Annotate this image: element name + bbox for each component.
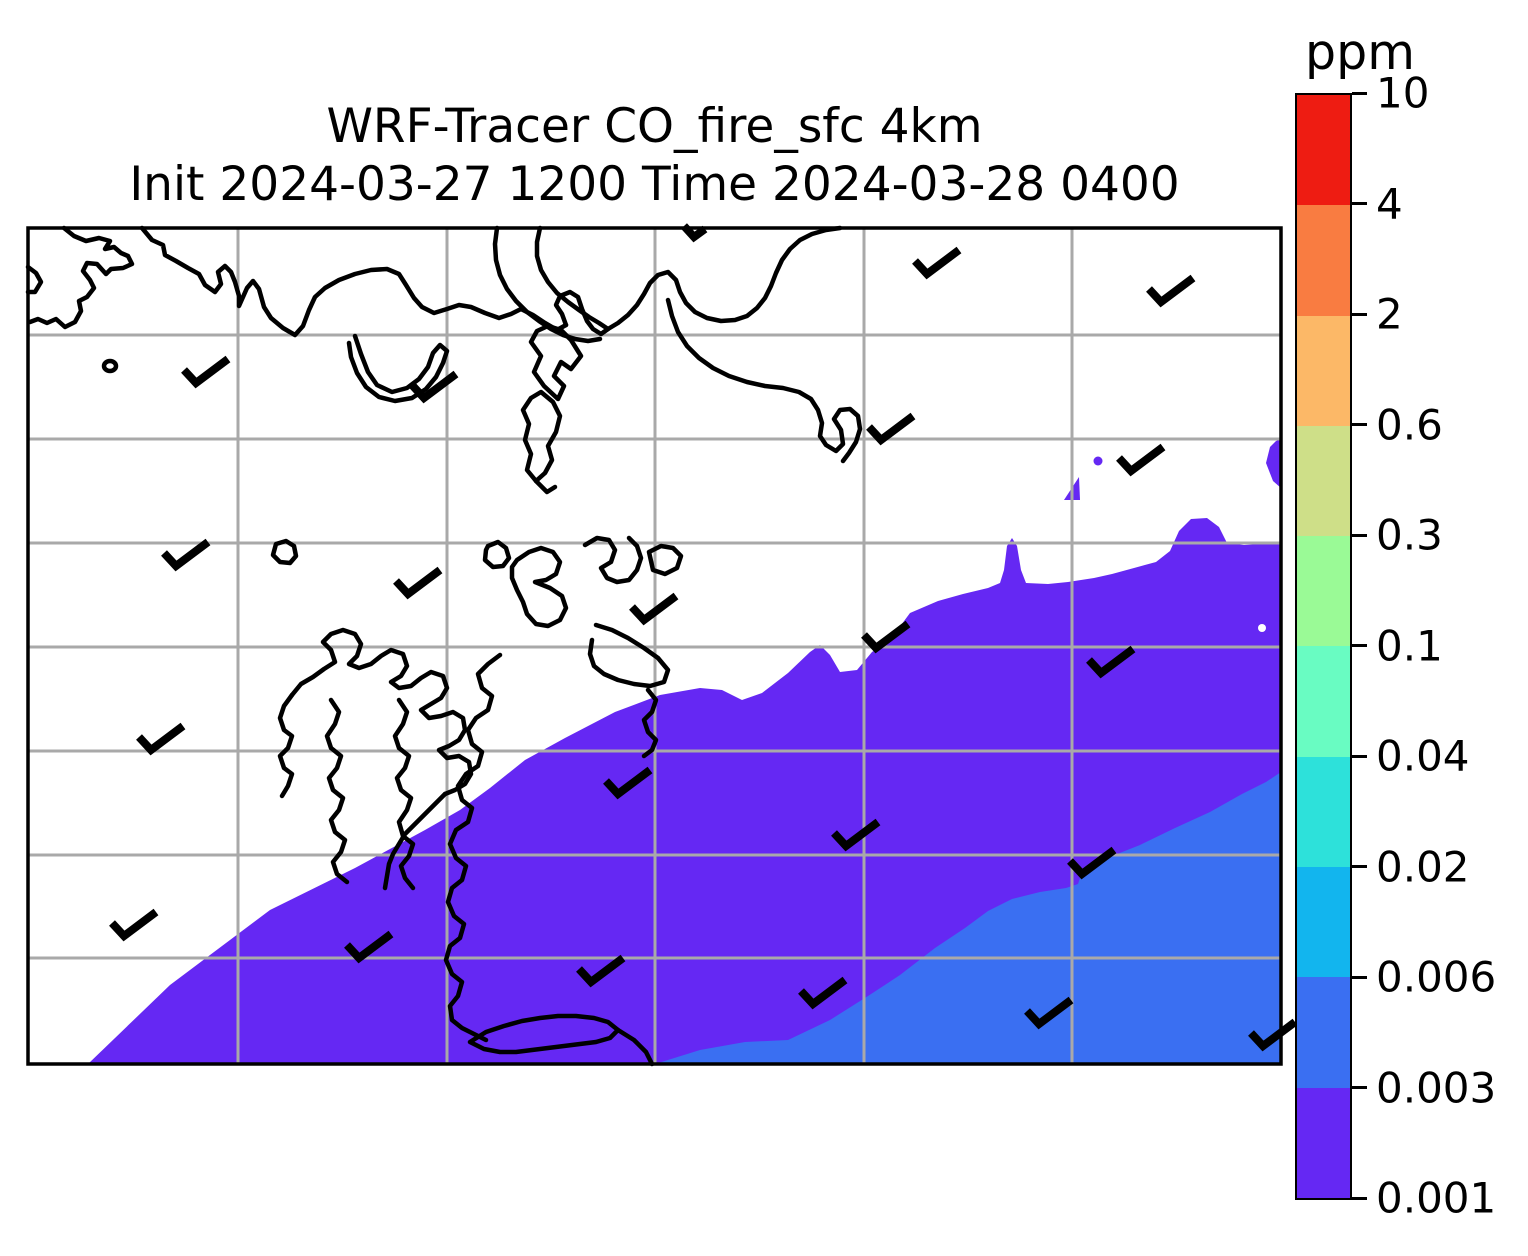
coastline — [665, 297, 863, 464]
coastline — [392, 697, 416, 891]
coastline — [139, 225, 569, 338]
colorbar-tick-label: 0.04 — [1376, 731, 1470, 781]
colorbar-segment — [1297, 425, 1350, 537]
wind-barb-icon — [1146, 274, 1196, 308]
colorbar-tick-label: 0.001 — [1376, 1173, 1497, 1223]
wind-barb-icon — [109, 908, 159, 942]
colorbar-tick-mark — [1352, 312, 1367, 316]
colorbar-unit-label: ppm — [1305, 24, 1415, 81]
coastline — [646, 543, 684, 577]
wind-barb-icon — [409, 370, 459, 404]
colorbar-tick-mark — [1352, 1086, 1367, 1089]
colorbar-segment — [1297, 315, 1350, 426]
co-plume-patch — [1093, 456, 1103, 466]
coastline — [27, 225, 135, 330]
wind-barb-icon — [393, 566, 443, 600]
colorbar-tick-mark — [1352, 91, 1367, 95]
coastline — [277, 692, 295, 799]
wind-barb-icon — [161, 538, 211, 572]
wind-barb-icon — [866, 412, 916, 446]
colorbar-tick-mark — [1352, 644, 1367, 647]
colorbar-tick-label: 0.1 — [1376, 621, 1443, 670]
wind-barb-icon — [629, 592, 679, 626]
colorbar-segment — [1297, 756, 1350, 868]
colorbar-segment — [1297, 646, 1350, 757]
wind-barb-icon — [1086, 645, 1136, 679]
colorbar-segment — [1297, 867, 1350, 978]
colorbar-segment — [1297, 95, 1350, 206]
coastline — [482, 539, 512, 570]
wind-barb-icon — [136, 722, 186, 756]
co-plume-patch — [1266, 439, 1281, 488]
colorbar-tick-label: 4 — [1376, 179, 1403, 228]
wind-barb-icon — [798, 976, 848, 1010]
coastline — [553, 289, 611, 337]
coastline — [382, 791, 448, 891]
colorbar-tick-mark — [1352, 975, 1367, 979]
wind-barb-icon — [861, 620, 911, 654]
colorbar-segment — [1297, 536, 1350, 647]
colorbar-tick-mark — [1352, 202, 1367, 205]
colorbar-tick-mark — [1352, 865, 1367, 868]
coastline — [289, 627, 474, 797]
coastline — [346, 333, 450, 404]
colorbar-tick-label: 2 — [1376, 289, 1403, 339]
colorbar-tick-label: 0.3 — [1376, 510, 1443, 560]
wind-barb-icon — [1248, 1018, 1298, 1052]
coastline — [467, 1013, 621, 1055]
colorbar-tick-mark — [1352, 533, 1367, 537]
colorbar — [1295, 93, 1352, 1200]
coastline — [587, 622, 671, 689]
wind-barb-icon — [603, 766, 653, 800]
colorbar-tick-label: 0.6 — [1376, 400, 1443, 449]
wind-barb-icon — [576, 954, 626, 988]
colorbar-tick-mark — [1352, 423, 1367, 426]
colorbar-tick-mark — [1352, 754, 1367, 758]
coastline — [641, 687, 659, 759]
wind-barb-icon — [912, 246, 962, 280]
colorbar-segment — [1297, 977, 1350, 1088]
co-plume-patch — [1258, 624, 1266, 632]
colorbar-segment — [1297, 1087, 1350, 1198]
wind-barb-icon — [344, 930, 394, 964]
coastline — [533, 478, 558, 495]
coastline — [534, 225, 611, 332]
wind-barb-icon — [1024, 996, 1074, 1030]
wind-barb-icon — [1067, 846, 1117, 880]
colorbar-tick-mark — [1352, 1196, 1367, 1200]
coastline — [101, 358, 119, 374]
colorbar-tick-label: 0.02 — [1376, 842, 1470, 891]
plot-title: WRF-Tracer CO_fire_sfc 4km — [326, 99, 983, 154]
plot-subtitle: Init 2024-03-27 1200 Time 2024-03-28 040… — [129, 157, 1180, 212]
map-border — [26, 226, 1283, 1066]
coastline — [270, 538, 299, 566]
wind-barb-icon — [181, 355, 231, 389]
coastline — [324, 697, 350, 885]
coastline — [520, 389, 563, 484]
wind-barb-icon — [831, 818, 881, 852]
colorbar-segment — [1297, 205, 1350, 316]
coastline — [615, 1027, 655, 1067]
coastline — [443, 652, 503, 1043]
coastline — [492, 225, 603, 344]
wind-barb-icon — [1116, 443, 1166, 477]
coastline — [509, 545, 569, 629]
colorbar-tick-label: 10 — [1376, 68, 1430, 118]
colorbar-tick-label: 0.003 — [1376, 1063, 1497, 1112]
co-plume-level2-region — [655, 772, 1281, 1064]
coastline — [25, 264, 44, 295]
coastline — [605, 225, 843, 332]
colorbar-tick-label: 0.006 — [1376, 952, 1497, 1002]
coastline — [582, 535, 644, 585]
coastline — [528, 323, 584, 402]
